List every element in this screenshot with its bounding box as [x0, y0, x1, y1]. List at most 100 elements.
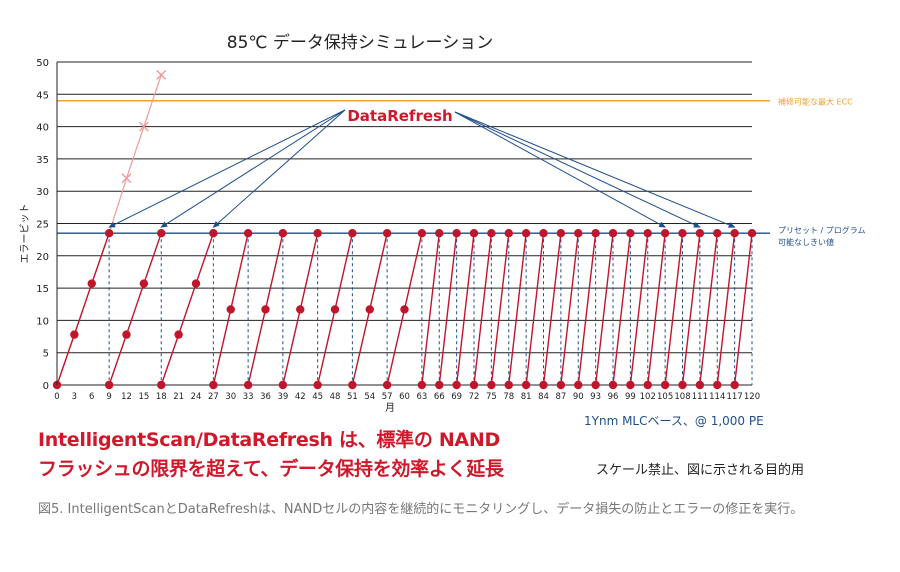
refresh-point [469, 380, 479, 390]
refresh-point [678, 380, 687, 390]
refresh-point [504, 228, 513, 238]
x-tick-label: 108 [674, 392, 690, 402]
x-tick-label: 9 [106, 392, 111, 402]
refresh-point [330, 305, 340, 314]
x-tick-label: 102 [640, 392, 656, 402]
refresh-point [695, 380, 705, 390]
refresh-point [278, 380, 288, 390]
refresh-cycle-line [525, 233, 545, 386]
x-axis-label: 月 [385, 402, 395, 414]
series-layer [52, 69, 757, 390]
refresh-point [382, 228, 392, 238]
refresh-point [713, 228, 722, 238]
x-tick-label: 84 [538, 392, 549, 402]
basis-note: 1Ynm MLCベース、@ 1,000 PE [584, 414, 764, 428]
y-axis-label: エラービット [19, 204, 31, 264]
refresh-point [452, 228, 461, 238]
refresh-point [539, 380, 548, 390]
refresh-point [139, 279, 149, 288]
x-tick-label: 36 [260, 392, 271, 402]
refresh-point [539, 228, 548, 238]
x-tick-label: 69 [451, 392, 462, 402]
refresh-arrow [160, 109, 346, 228]
refresh-point [730, 380, 739, 390]
refresh-point [226, 305, 235, 314]
refresh-point [278, 228, 288, 238]
refresh-cycle-line [473, 233, 493, 386]
x-tick-label: 81 [521, 392, 532, 402]
x-tick-label: 15 [138, 392, 149, 402]
x-tick-label: 57 [382, 392, 393, 402]
x-tick-label: 78 [503, 392, 514, 402]
refresh-cycle-line [560, 233, 579, 386]
x-tick-label: 30 [225, 392, 236, 402]
x-tick-label: 72 [469, 392, 480, 402]
refresh-point [574, 380, 583, 390]
x-tick-label: 45 [312, 392, 323, 402]
refresh-cycle-line [716, 233, 736, 386]
x-tick-label: 42 [295, 392, 306, 402]
y-tick-label: 30 [36, 187, 49, 198]
x-tick-label: 75 [486, 392, 497, 402]
refresh-cycle-line [681, 233, 701, 386]
refresh-point [400, 305, 409, 314]
refresh-arrow [454, 111, 667, 228]
refresh-arrow [454, 111, 736, 228]
refresh-point [157, 380, 166, 390]
x-tick-label: 117 [727, 392, 743, 402]
refresh-point [556, 380, 566, 390]
refresh-point [591, 228, 600, 238]
refresh-cycle-line [438, 233, 458, 386]
refresh-point [87, 279, 96, 288]
refresh-point [452, 380, 461, 390]
refresh-point [643, 228, 652, 238]
x-tick-label: 90 [573, 392, 584, 402]
refresh-point [417, 228, 427, 238]
x-tick-label: 54 [364, 392, 375, 402]
x-tick-label: 120 [744, 392, 760, 402]
refresh-point [348, 228, 357, 238]
refresh-point [469, 228, 479, 238]
y-tick-label: 40 [36, 123, 49, 134]
raw-nand-marker [156, 69, 167, 80]
refresh-point [713, 380, 722, 390]
refresh-point [678, 228, 687, 238]
x-tick-label: 21 [173, 392, 184, 402]
headline-line1: IntelligentScan/DataRefresh は、標準の NAND [38, 429, 500, 451]
x-tick-label: 39 [277, 392, 288, 402]
refresh-point [243, 380, 253, 390]
refresh-point [313, 380, 322, 390]
x-tick-label: 96 [608, 392, 619, 402]
x-tick-label: 66 [434, 392, 445, 402]
refresh-cycle-line [490, 233, 510, 386]
figure-caption: 図5. IntelligentScanとDataRefreshは、NANDセルの… [38, 502, 804, 517]
refresh-point [348, 380, 357, 390]
x-tick-label: 27 [208, 392, 219, 402]
y-tick-label: 50 [36, 58, 49, 69]
refresh-arrows: DataRefresh [108, 107, 736, 228]
chart-title: 85℃ データ保持シミュレーション [226, 33, 494, 53]
refresh-cycle-line [508, 233, 527, 386]
y-tick-label: 15 [36, 284, 49, 295]
x-tick-label: 60 [399, 392, 410, 402]
refresh-point [504, 380, 513, 390]
refresh-point [643, 380, 652, 390]
y-tick-label: 20 [36, 252, 49, 263]
refresh-point [574, 228, 583, 238]
x-tick-label: 18 [156, 392, 167, 402]
refresh-point [695, 228, 705, 238]
refresh-cycle-line [647, 233, 666, 386]
y-tick-label: 5 [43, 349, 49, 360]
refresh-cycle-line [629, 233, 649, 386]
x-tick-label: 6 [89, 392, 94, 402]
x-tick-label: 114 [709, 392, 725, 402]
y-tick-label: 10 [36, 316, 49, 327]
headline-line2: フラッシュの限界を超えて、データ保持を効率よく延長 [38, 458, 504, 480]
y-tick-label: 0 [43, 381, 49, 392]
raw-nand-marker [121, 173, 132, 184]
refresh-cycle-line [421, 233, 440, 386]
refresh-cycle-line [455, 233, 475, 386]
refresh-arrow [108, 109, 346, 228]
refresh-point [261, 305, 270, 314]
